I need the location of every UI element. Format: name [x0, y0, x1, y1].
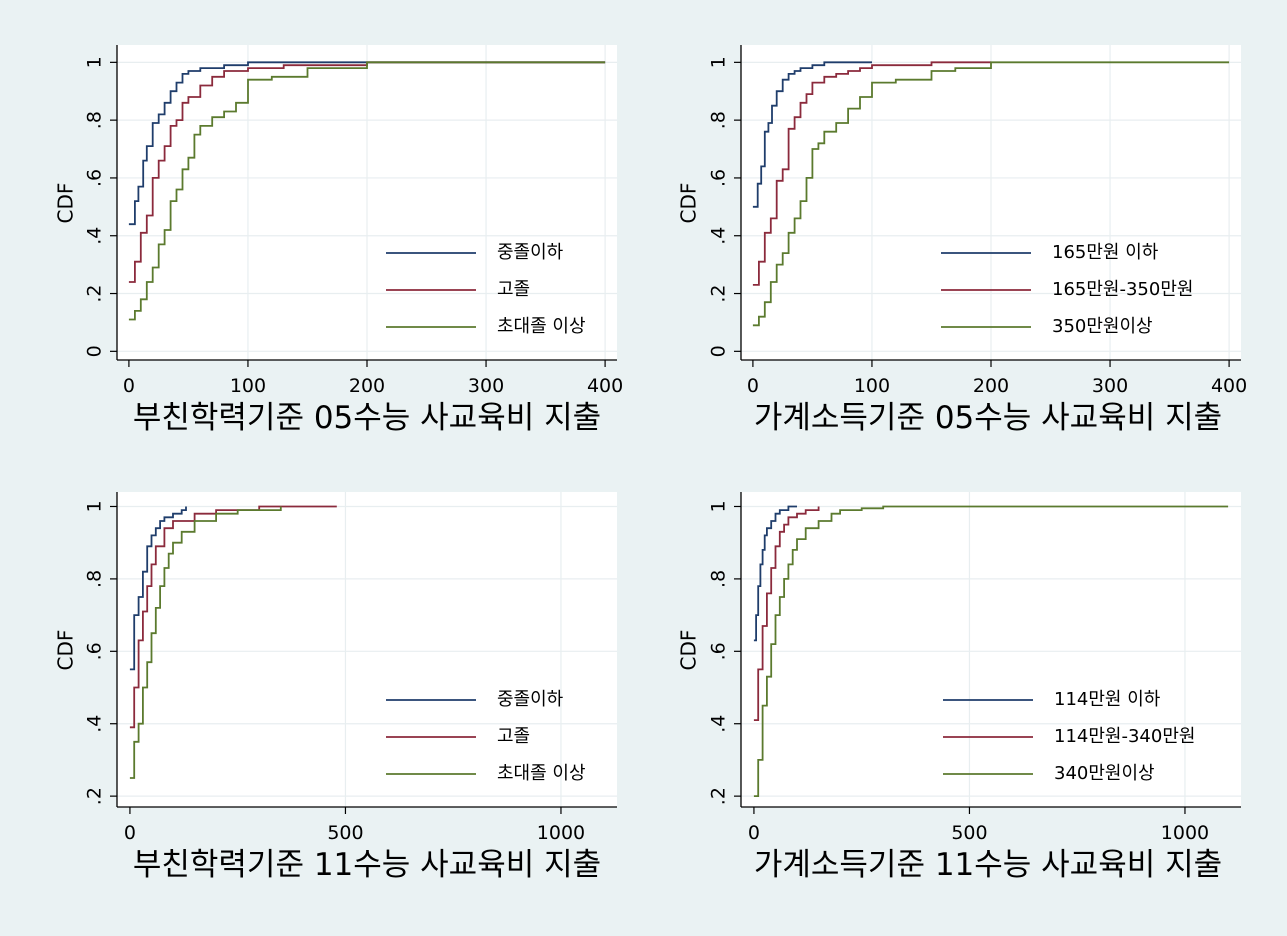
y-tick-label: .6 — [84, 642, 106, 660]
y-tick-label: .8 — [84, 570, 106, 588]
series-line-1 — [129, 506, 187, 671]
legend-label: 165만원-350만원 — [1052, 279, 1193, 300]
chart-panel-4: 0 500 1000 .2 .4 .6 .8 1 CDF 가계소득기준 11수능 사교육비 지출 1… — [677, 492, 1241, 883]
chart-panel-3: 0 500 1000 .2 .4 .6 .8 1 CDF 부친학력기준 11수능 사교육비 지출 중… — [54, 492, 617, 883]
x-tick-label: 100 — [230, 375, 266, 397]
y-tick-label: 1 — [84, 56, 106, 68]
series-line-3 — [753, 505, 1229, 797]
y-tick-label: .2 — [708, 284, 730, 302]
x-tick-label: 300 — [1092, 375, 1128, 397]
legend: 114만원 이하 114만원-340만원 340만원이상 — [943, 689, 1195, 784]
x-tick-label: 0 — [123, 375, 135, 397]
series-line-2 — [753, 506, 820, 721]
series-line-1 — [753, 505, 797, 642]
legend-label: 114만원 이하 — [1054, 689, 1161, 710]
y-tick-label: 0 — [708, 345, 730, 357]
x-tick-label: 0 — [124, 822, 136, 844]
x-tick-label: 400 — [587, 375, 623, 397]
legend-label: 중졸이하 — [497, 689, 564, 710]
x-tick-label: 400 — [1211, 375, 1247, 397]
x-tick-label: 100 — [854, 375, 890, 397]
y-tick-label: .4 — [84, 227, 106, 245]
y-tick-label: .2 — [708, 787, 730, 805]
y-tick-label: 1 — [708, 500, 730, 512]
y-tick-label: 1 — [708, 56, 730, 68]
y-tick-label: .6 — [84, 169, 106, 187]
legend-label: 중졸이하 — [497, 242, 564, 263]
legend-label: 초대졸 이상 — [497, 763, 586, 784]
x-axis-title: 가계소득기준 05수능 사교육비 지출 — [754, 400, 1222, 436]
chart-panel-2: 0 100 200 300 400 0 .2 .4 .6 .8 1 CDF 가계소득기준 05수능 사교… — [677, 45, 1247, 436]
chart-panel-1: 0 100 200 300 400 0 .2 .4 .6 .8 1 CDF 부친학력기준 05수능 사교… — [54, 45, 623, 436]
y-tick-label: .6 — [708, 169, 730, 187]
series-line-3 — [128, 61, 606, 321]
x-tick-label: 200 — [973, 375, 1009, 397]
legend-label: 340만원이상 — [1054, 763, 1155, 784]
y-tick-label: .4 — [708, 715, 730, 733]
y-axis-title: CDF — [54, 630, 78, 671]
y-tick-label: 1 — [84, 500, 106, 512]
x-axis-title: 가계소득기준 11수능 사교육비 지출 — [754, 847, 1222, 883]
y-axis-title: CDF — [677, 630, 701, 671]
x-tick-label: 1000 — [537, 822, 585, 844]
x-tick-label: 0 — [747, 375, 759, 397]
legend-label: 고졸 — [497, 279, 530, 300]
series-line-3 — [129, 506, 282, 779]
legend-label: 114만원-340만원 — [1054, 726, 1195, 747]
legend-label: 165만원 이하 — [1052, 242, 1159, 263]
plot-area — [741, 492, 1241, 807]
x-tick-label: 0 — [748, 822, 760, 844]
y-tick-label: 0 — [84, 345, 106, 357]
legend: 165만원 이하 165만원-350만원 350만원이상 — [941, 242, 1193, 337]
series-line-2 — [128, 61, 606, 283]
x-tick-label: 1000 — [1161, 822, 1209, 844]
x-tick-label: 300 — [468, 375, 504, 397]
y-tick-label: .8 — [708, 570, 730, 588]
series-line-1 — [128, 61, 606, 226]
y-tick-label: .2 — [84, 284, 106, 302]
y-tick-label: .4 — [708, 227, 730, 245]
x-axis-title: 부친학력기준 11수능 사교육비 지출 — [133, 847, 601, 883]
y-tick-label: .8 — [708, 111, 730, 129]
x-axis-title: 부친학력기준 05수능 사교육비 지출 — [133, 400, 601, 436]
y-tick-label: .8 — [84, 111, 106, 129]
y-tick-label: .6 — [708, 642, 730, 660]
x-tick-label: 200 — [349, 375, 385, 397]
legend-label: 고졸 — [497, 726, 530, 747]
y-tick-label: .4 — [84, 715, 106, 733]
series-line-2 — [752, 61, 991, 286]
y-tick-label: .2 — [84, 787, 106, 805]
x-tick-label: 500 — [951, 822, 987, 844]
x-tick-label: 500 — [327, 822, 363, 844]
plot-area — [117, 492, 617, 807]
series-line-3 — [752, 61, 1230, 327]
y-axis-title: CDF — [677, 183, 701, 224]
legend-label: 350만원이상 — [1052, 316, 1153, 337]
series-line-1 — [752, 61, 872, 208]
y-axis-title: CDF — [54, 183, 78, 224]
legend-label: 초대졸 이상 — [497, 316, 586, 337]
